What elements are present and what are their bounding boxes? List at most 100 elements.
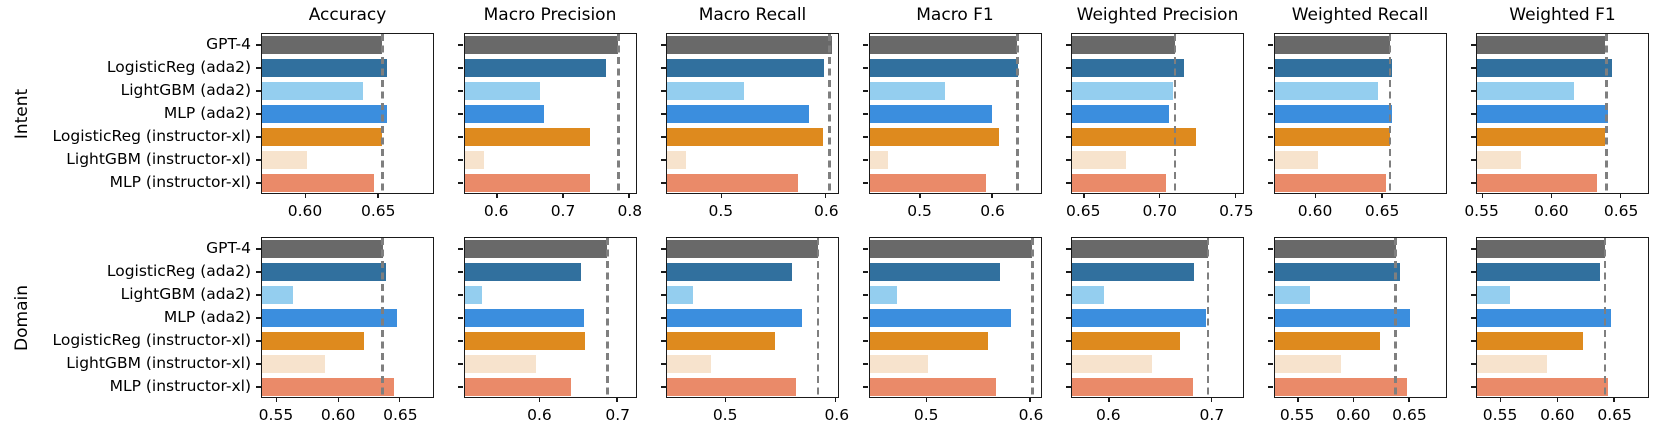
- y-tick-mark: [660, 90, 666, 92]
- x-tick-mark: [1159, 193, 1161, 199]
- x-tick-mark: [925, 397, 928, 403]
- bar-logisticreg-ada2: [1477, 262, 1601, 281]
- bar-logisticreg-instructor-xl: [1274, 331, 1380, 350]
- y-tick-mark: [863, 248, 868, 250]
- bar-gpt-4: [1477, 239, 1605, 258]
- bar-lightgbm-instructor-xl: [869, 354, 928, 373]
- y-tick-mark: [458, 271, 463, 273]
- y-tick-mark: [1268, 67, 1273, 69]
- gpt4-baseline-dashed-line: [1605, 34, 1608, 193]
- y-tick-mark: [255, 317, 261, 319]
- x-tick-label: 0.7: [550, 202, 576, 220]
- y-tick-mark: [863, 136, 868, 138]
- x-tick-mark: [1210, 397, 1212, 403]
- x-tick-mark: [616, 397, 618, 403]
- bar-lightgbm-ada2: [1477, 285, 1510, 304]
- bar-logisticreg-instructor-xl: [464, 127, 590, 146]
- bar-lightgbm-ada2: [667, 81, 745, 100]
- x-tick-mark: [337, 397, 339, 403]
- x-tick-mark: [1481, 193, 1484, 199]
- y-tick-mark: [255, 248, 261, 250]
- y-tick-mark: [255, 386, 261, 388]
- bar-lightgbm-ada2: [1274, 81, 1378, 100]
- bar-mlp-instructor-xl: [869, 173, 986, 192]
- bar-mlp-instructor-xl: [262, 377, 394, 396]
- bar-mlp-ada2: [869, 308, 1012, 327]
- y-tick-mark: [458, 136, 463, 138]
- bar-logisticreg-ada2: [869, 58, 1019, 77]
- bar-mlp-instructor-xl: [667, 173, 799, 192]
- x-tick-label: 0.65: [361, 202, 396, 220]
- y-tick-mark: [1065, 182, 1071, 184]
- y-axis-label-mlp-instructor-xl: MLP (instructor-xl): [109, 376, 251, 395]
- y-tick-mark: [1065, 90, 1071, 92]
- y-tick-mark: [660, 317, 666, 319]
- y-tick-mark: [1065, 340, 1071, 342]
- gpt4-baseline-dashed-line: [1388, 34, 1392, 193]
- y-tick-mark: [1065, 363, 1071, 365]
- x-tick-mark: [824, 193, 827, 199]
- y-tick-mark: [1268, 90, 1273, 92]
- bar-logisticreg-instructor-xl: [262, 331, 365, 350]
- bar-lightgbm-ada2: [667, 285, 694, 304]
- bar-lightgbm-ada2: [464, 81, 540, 100]
- subplot-domain-weighted-recall: [1268, 237, 1447, 403]
- y-tick-mark: [1470, 363, 1476, 365]
- y-tick-mark: [458, 363, 463, 365]
- bar-gpt-4: [1274, 35, 1390, 54]
- x-tick-label: 0.65: [1364, 202, 1400, 220]
- y-tick-mark: [863, 90, 868, 92]
- bar-gpt-4: [869, 35, 1018, 54]
- x-tick-label: 0.6: [1018, 406, 1044, 424]
- y-axis-label-logisticreg-ada2: LogisticReg (ada2): [106, 261, 251, 280]
- bar-mlp-ada2: [667, 104, 809, 123]
- subplot-domain-macro-precision: [458, 237, 637, 403]
- subplot-intent-weighted-f1: [1470, 33, 1649, 199]
- y-tick-mark: [660, 363, 666, 365]
- y-tick-mark: [660, 159, 666, 161]
- bar-gpt-4: [667, 35, 832, 54]
- row-label-intent: Intent: [12, 88, 32, 139]
- y-tick-mark: [255, 90, 261, 92]
- x-tick-label: 0.5: [913, 406, 939, 424]
- subplot-intent-macro-precision: [458, 33, 637, 199]
- bar-mlp-ada2: [464, 104, 545, 123]
- y-tick-mark: [1268, 294, 1273, 296]
- x-tick-mark: [1083, 193, 1085, 199]
- bar-mlp-instructor-xl: [1072, 377, 1193, 396]
- y-tick-mark: [1065, 386, 1071, 388]
- bar-lightgbm-ada2: [869, 81, 946, 100]
- bar-gpt-4: [1274, 239, 1396, 258]
- x-tick-mark: [1613, 397, 1615, 403]
- bar-logisticreg-instructor-xl: [1477, 331, 1584, 350]
- gpt4-baseline-dashed-line: [1603, 238, 1607, 397]
- y-tick-mark: [1268, 136, 1273, 138]
- bar-gpt-4: [464, 239, 607, 258]
- bar-logisticreg-ada2: [1274, 262, 1400, 281]
- bar-logisticreg-ada2: [1274, 58, 1393, 77]
- y-tick-mark: [1268, 159, 1273, 161]
- bar-mlp-instructor-xl: [1274, 173, 1386, 192]
- y-axis-label-logisticreg-instructor-xl: LogisticReg (instructor-xl): [52, 330, 251, 349]
- x-tick-label: 0.65: [1603, 202, 1639, 220]
- x-tick-mark: [1352, 397, 1355, 403]
- bar-logisticreg-ada2: [1477, 58, 1613, 77]
- subplot-title-weighted-recall: Weighted Recall: [1291, 5, 1429, 25]
- x-tick-mark: [724, 397, 727, 403]
- x-tick-mark: [1550, 193, 1553, 199]
- bar-logisticreg-ada2: [262, 58, 387, 77]
- y-tick-mark: [1065, 44, 1071, 46]
- subplot-title-macro-f1: Macro F1: [916, 5, 994, 25]
- x-tick-label: 0.60: [1540, 406, 1575, 424]
- y-tick-mark: [863, 317, 868, 319]
- y-tick-mark: [660, 182, 666, 184]
- y-tick-mark: [863, 294, 868, 296]
- bar-logisticreg-instructor-xl: [869, 331, 988, 350]
- x-tick-label: 0.70: [1142, 202, 1178, 220]
- y-tick-mark: [255, 363, 261, 365]
- gpt4-baseline-dashed-line: [1206, 238, 1210, 397]
- bar-logisticreg-instructor-xl: [1072, 331, 1180, 350]
- subplot-domain-weighted-f1: [1470, 237, 1649, 403]
- y-tick-mark: [458, 90, 463, 92]
- y-axis-label-lightgbm-ada2: LightGBM (ada2): [120, 284, 251, 303]
